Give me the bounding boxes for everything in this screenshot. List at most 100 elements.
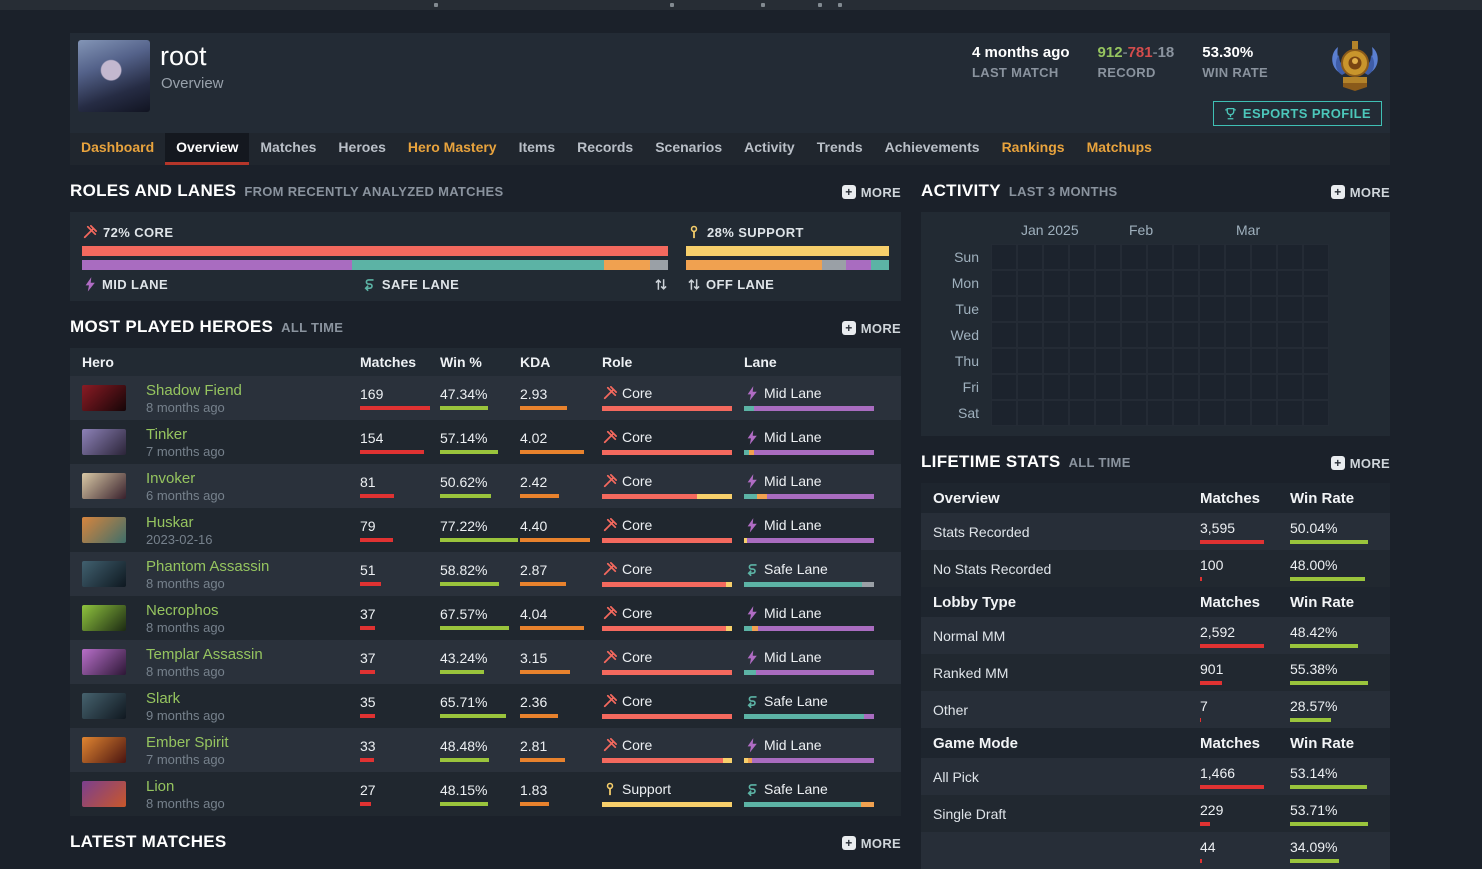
heatmap-cell[interactable] xyxy=(1147,322,1173,348)
heatmap-cell[interactable] xyxy=(1199,270,1225,296)
heatmap-cell[interactable] xyxy=(1121,374,1147,400)
hero-name-link[interactable]: Slark xyxy=(146,689,181,707)
heatmap-cell[interactable] xyxy=(1147,400,1173,426)
hero-table-row[interactable]: Phantom Assassin 8 months ago 51 58.82% … xyxy=(70,552,901,596)
lifetime-more-button[interactable]: MORE xyxy=(1330,456,1390,471)
hero-portrait[interactable] xyxy=(82,473,126,499)
heatmap-cell[interactable] xyxy=(1121,322,1147,348)
hero-name-link[interactable]: Necrophos xyxy=(146,601,219,619)
heatmap-cell[interactable] xyxy=(1225,374,1251,400)
nav-tab-dashboard[interactable]: Dashboard xyxy=(81,139,155,155)
heatmap-cell[interactable] xyxy=(1121,270,1147,296)
heatmap-cell[interactable] xyxy=(1017,296,1043,322)
heatmap-cell[interactable] xyxy=(1303,296,1329,322)
heatmap-cell[interactable] xyxy=(1277,270,1303,296)
hero-name-link[interactable]: Huskar xyxy=(146,513,194,531)
nav-tab-activity[interactable]: Activity xyxy=(744,139,795,155)
heatmap-cell[interactable] xyxy=(1017,348,1043,374)
nav-tab-records[interactable]: Records xyxy=(577,139,634,155)
heatmap-cell[interactable] xyxy=(1095,244,1121,270)
heatmap-cell[interactable] xyxy=(1277,348,1303,374)
heatmap-cell[interactable] xyxy=(1225,296,1251,322)
hero-portrait[interactable] xyxy=(82,605,126,631)
heatmap-cell[interactable] xyxy=(1095,296,1121,322)
hero-table-row[interactable]: Huskar 2023-02-16 79 77.22% 4.40 Core Mi… xyxy=(70,508,901,552)
heatmap-cell[interactable] xyxy=(991,322,1017,348)
lifetime-stats-row[interactable]: Other 7 28.57% xyxy=(921,691,1390,728)
hero-table-row[interactable]: Lion 8 months ago 27 48.15% 1.83 Support… xyxy=(70,772,901,816)
nav-tab-heroes[interactable]: Heroes xyxy=(338,139,386,155)
heatmap-cell[interactable] xyxy=(1173,270,1199,296)
heatmap-cell[interactable] xyxy=(1277,244,1303,270)
heatmap-cell[interactable] xyxy=(1147,296,1173,322)
heatmap-cell[interactable] xyxy=(991,374,1017,400)
heatmap-cell[interactable] xyxy=(1095,348,1121,374)
heatmap-cell[interactable] xyxy=(1199,348,1225,374)
hero-table-row[interactable]: Shadow Fiend 8 months ago 169 47.34% 2.9… xyxy=(70,376,901,420)
heatmap-cell[interactable] xyxy=(1303,400,1329,426)
player-avatar[interactable] xyxy=(78,40,150,112)
heatmap-cell[interactable] xyxy=(1173,244,1199,270)
hero-table-row[interactable]: Ember Spirit 7 months ago 33 48.48% 2.81… xyxy=(70,728,901,772)
hero-name-link[interactable]: Lion xyxy=(146,777,175,795)
heatmap-cell[interactable] xyxy=(1277,400,1303,426)
heatmap-cell[interactable] xyxy=(1095,400,1121,426)
nav-tab-overview[interactable]: Overview xyxy=(165,133,250,165)
heatmap-cell[interactable] xyxy=(1199,374,1225,400)
heatmap-cell[interactable] xyxy=(1095,322,1121,348)
heatmap-cell[interactable] xyxy=(1017,244,1043,270)
heatmap-cell[interactable] xyxy=(1173,400,1199,426)
heatmap-cell[interactable] xyxy=(1147,244,1173,270)
heatmap-cell[interactable] xyxy=(991,244,1017,270)
lifetime-stats-row[interactable]: Stats Recorded 3,595 50.04% xyxy=(921,513,1390,550)
nav-tab-items[interactable]: Items xyxy=(518,139,556,155)
heatmap-cell[interactable] xyxy=(1017,322,1043,348)
lifetime-stats-row[interactable]: Ranked MM 901 55.38% xyxy=(921,654,1390,691)
heatmap-cell[interactable] xyxy=(1277,296,1303,322)
heatmap-cell[interactable] xyxy=(1043,322,1069,348)
heatmap-cell[interactable] xyxy=(1303,322,1329,348)
heatmap-cell[interactable] xyxy=(1043,374,1069,400)
lifetime-stats-row[interactable]: 44 34.09% xyxy=(921,832,1390,869)
hero-name-link[interactable]: Ember Spirit xyxy=(146,733,229,751)
heatmap-cell[interactable] xyxy=(1199,296,1225,322)
heatmap-cell[interactable] xyxy=(1043,270,1069,296)
heatmap-cell[interactable] xyxy=(1225,400,1251,426)
hero-table-row[interactable]: Necrophos 8 months ago 37 67.57% 4.04 Co… xyxy=(70,596,901,640)
heatmap-cell[interactable] xyxy=(1043,296,1069,322)
hero-table-row[interactable]: Invoker 6 months ago 81 50.62% 2.42 Core… xyxy=(70,464,901,508)
heatmap-cell[interactable] xyxy=(1069,374,1095,400)
heatmap-cell[interactable] xyxy=(1147,270,1173,296)
heatmap-cell[interactable] xyxy=(1303,374,1329,400)
lifetime-stats-row[interactable]: No Stats Recorded 100 48.00% xyxy=(921,550,1390,587)
heatmap-cell[interactable] xyxy=(1017,270,1043,296)
hero-table-row[interactable]: Templar Assassin 8 months ago 37 43.24% … xyxy=(70,640,901,684)
heatmap-cell[interactable] xyxy=(991,400,1017,426)
heatmap-cell[interactable] xyxy=(1173,374,1199,400)
heatmap-cell[interactable] xyxy=(1303,244,1329,270)
heatmap-cell[interactable] xyxy=(1225,348,1251,374)
hero-table-row[interactable]: Slark 9 months ago 35 65.71% 2.36 Core S… xyxy=(70,684,901,728)
heatmap-cell[interactable] xyxy=(1121,296,1147,322)
hero-name-link[interactable]: Shadow Fiend xyxy=(146,381,242,399)
heatmap-cell[interactable] xyxy=(1277,374,1303,400)
nav-tab-trends[interactable]: Trends xyxy=(816,139,863,155)
heatmap-cell[interactable] xyxy=(991,348,1017,374)
heatmap-cell[interactable] xyxy=(991,270,1017,296)
heatmap-cell[interactable] xyxy=(1199,400,1225,426)
heatmap-cell[interactable] xyxy=(1277,322,1303,348)
heatmap-cell[interactable] xyxy=(1251,322,1277,348)
latest-more-button[interactable]: MORE xyxy=(841,836,901,851)
hero-portrait[interactable] xyxy=(82,517,126,543)
heatmap-cell[interactable] xyxy=(1251,348,1277,374)
heatmap-cell[interactable] xyxy=(1095,374,1121,400)
activity-more-button[interactable]: MORE xyxy=(1330,185,1390,200)
heatmap-cell[interactable] xyxy=(1017,400,1043,426)
heatmap-cell[interactable] xyxy=(1251,244,1277,270)
heatmap-cell[interactable] xyxy=(1095,270,1121,296)
lifetime-stats-row[interactable]: Normal MM 2,592 48.42% xyxy=(921,617,1390,654)
nav-tab-rankings[interactable]: Rankings xyxy=(1001,139,1065,155)
heatmap-cell[interactable] xyxy=(1173,348,1199,374)
heatmap-cell[interactable] xyxy=(1121,244,1147,270)
heatmap-cell[interactable] xyxy=(1147,348,1173,374)
